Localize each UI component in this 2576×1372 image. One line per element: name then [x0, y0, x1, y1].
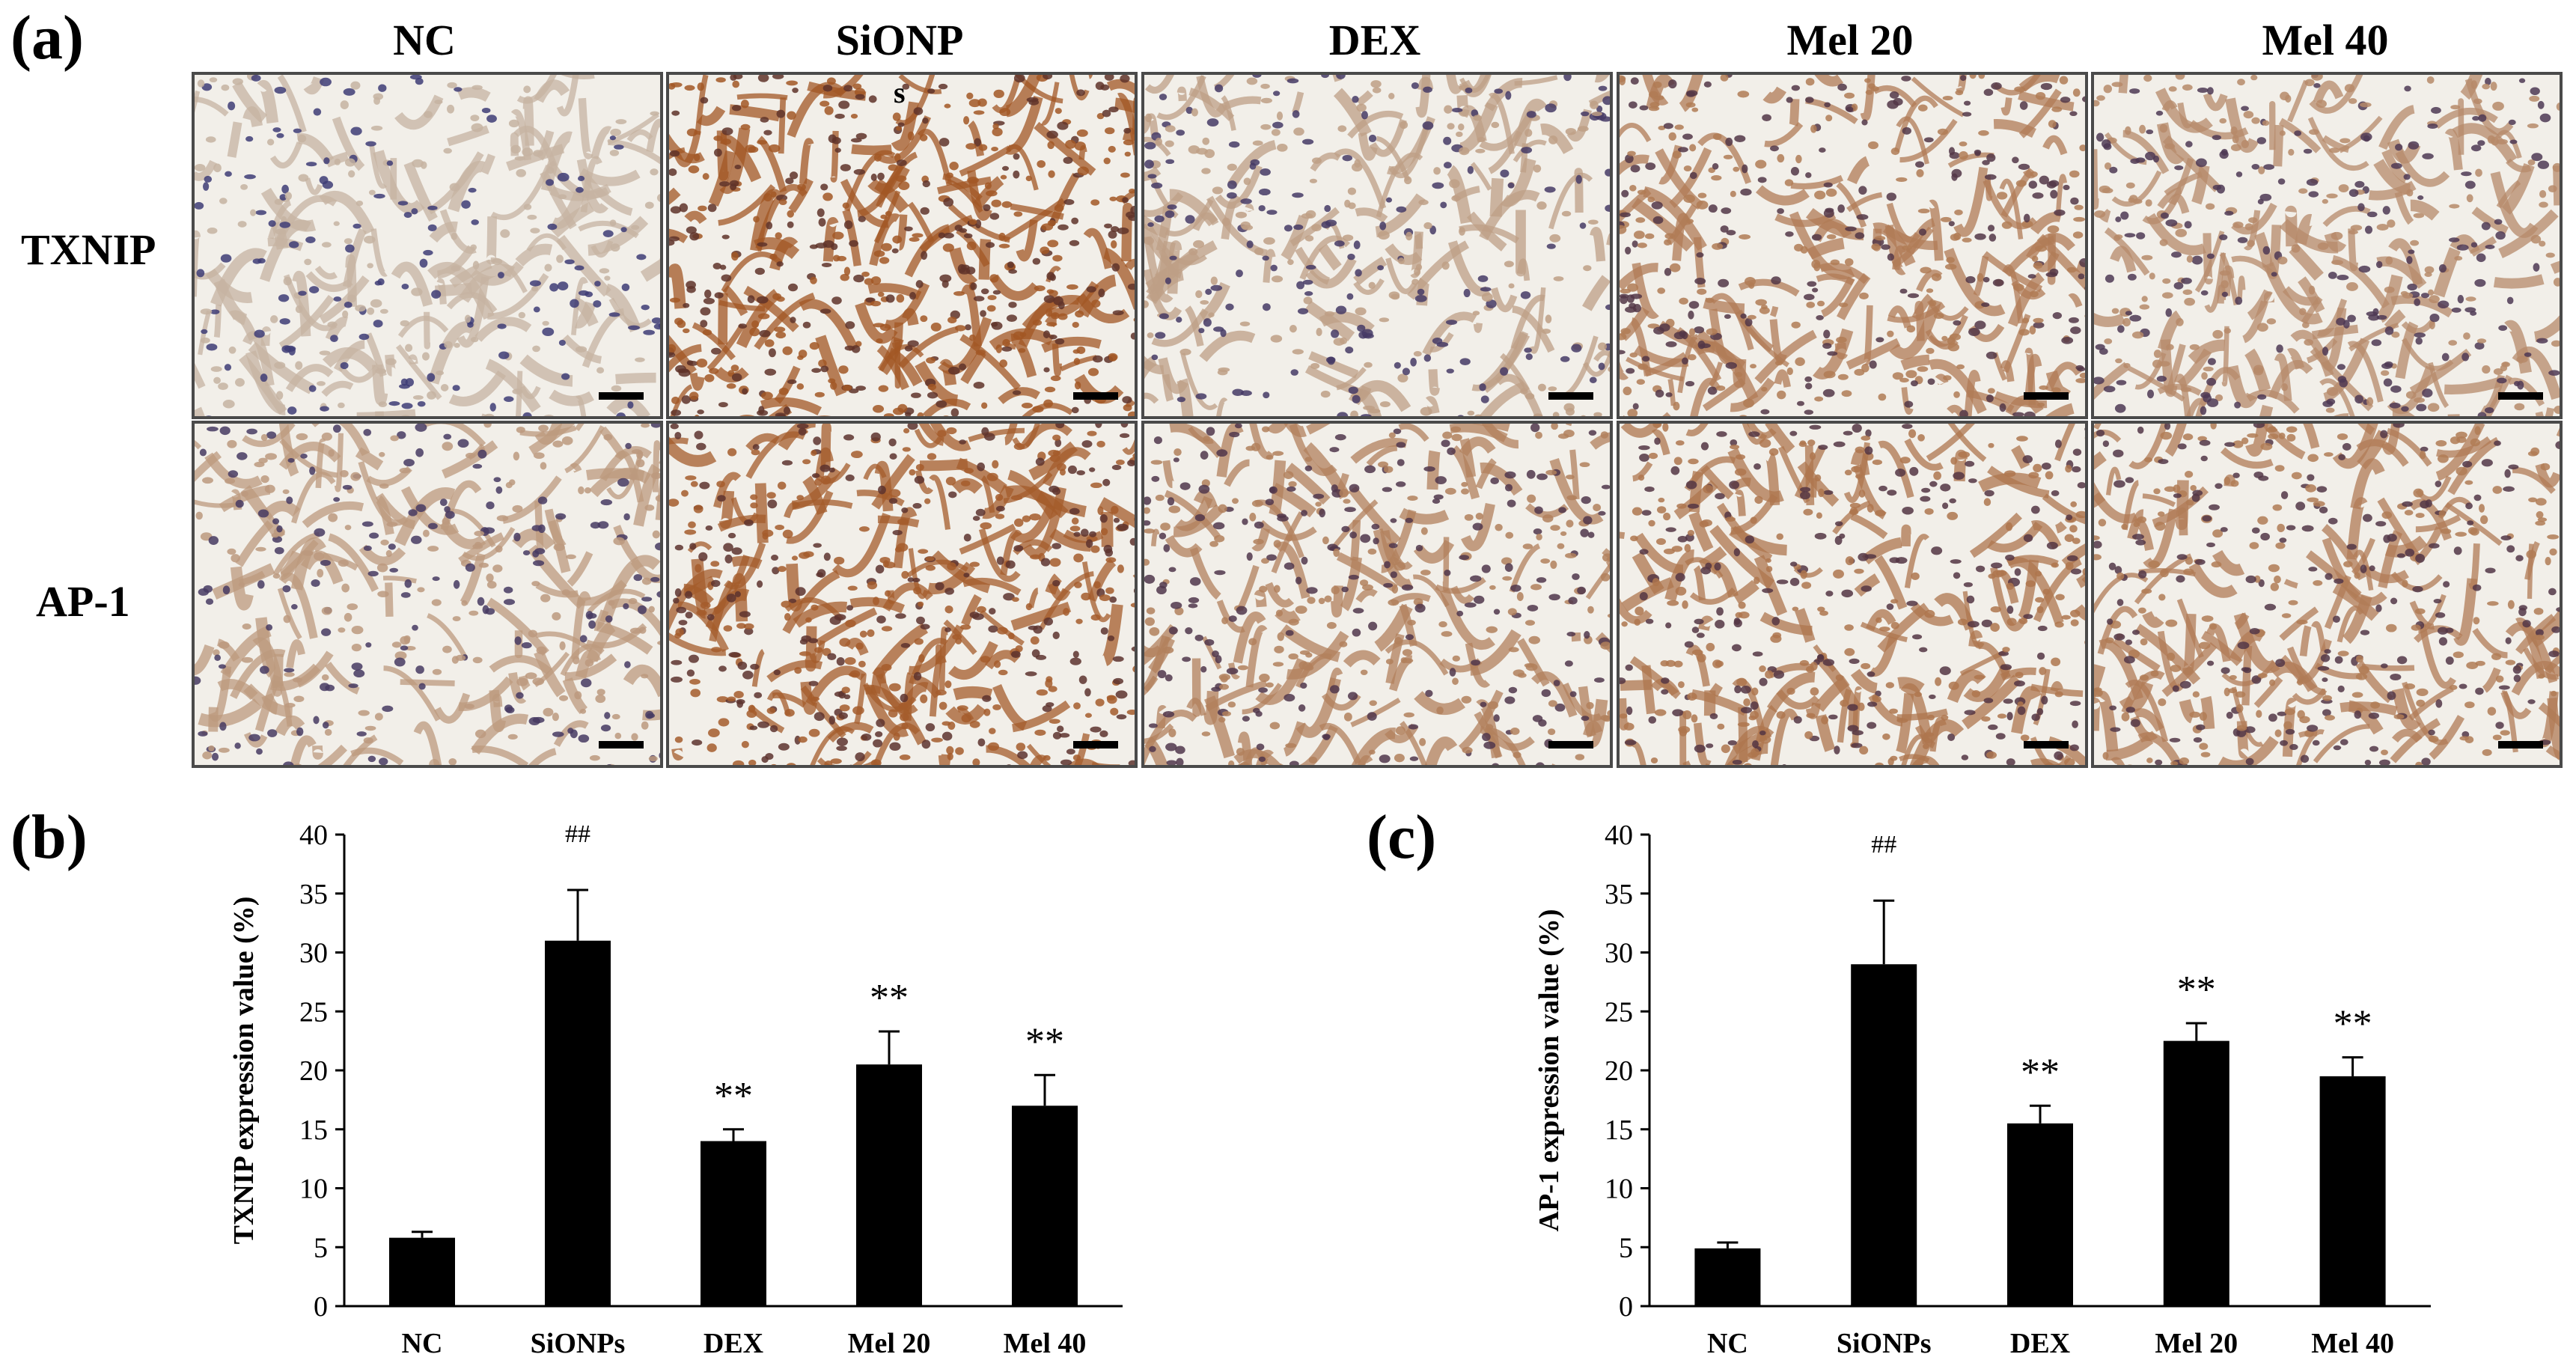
y-tick-label: 20: [299, 1055, 328, 1087]
column-header-dex: DEX: [1328, 16, 1421, 64]
y-tick-label: 10: [1605, 1174, 1633, 1205]
micrograph-ap1-sionp: [666, 421, 1138, 768]
y-tick-label: 15: [1605, 1115, 1633, 1146]
scale-bar: [2498, 392, 2543, 400]
bar-sionps: [1851, 964, 1917, 1306]
column-header-sionp: SiONP: [835, 16, 964, 64]
y-tick-label: 5: [314, 1232, 328, 1263]
y-tick-label: 40: [299, 820, 328, 851]
x-tick-label: Mel 20: [2155, 1328, 2238, 1359]
x-tick-label: SiONPs: [531, 1328, 626, 1359]
y-tick-label: 0: [1619, 1291, 1633, 1323]
column-header-mel20: Mel 20: [1786, 16, 1914, 64]
row-label-txnip: TXNIP: [21, 225, 156, 274]
y-tick-label: 40: [1605, 820, 1633, 851]
significance-annotation: **: [2177, 969, 2216, 1011]
micrograph-txnip-nc: [192, 72, 663, 419]
significance-annotation: ##: [565, 820, 590, 848]
micrograph-txnip-mel20: [1617, 72, 2088, 419]
micrograph-ap1-mel40: [2091, 421, 2563, 768]
x-tick-label: DEX: [2010, 1328, 2070, 1359]
x-tick-label: DEX: [703, 1328, 763, 1359]
bar-mel20: [2163, 1040, 2229, 1306]
y-axis-label: AP-1 expression value (%): [1533, 909, 1565, 1232]
column-header-nc: NC: [393, 16, 456, 64]
bar-dex: [701, 1141, 766, 1306]
bar-dex: [2007, 1123, 2073, 1306]
x-tick-label: NC: [1707, 1328, 1748, 1359]
scale-bar: [2498, 741, 2543, 748]
y-tick-label: 35: [299, 879, 328, 910]
panel-c-label: (c): [1367, 802, 1437, 872]
y-tick-label: 20: [1605, 1055, 1633, 1087]
micrograph-txnip-sionp: s: [666, 72, 1138, 419]
micrograph-ap1-nc: [192, 421, 663, 768]
significance-annotation: **: [714, 1075, 753, 1118]
significance-annotation: **: [2021, 1051, 2060, 1094]
scale-bar: [1548, 741, 1593, 748]
x-tick-label: Mel 40: [1004, 1328, 1087, 1359]
x-tick-label: Mel 20: [848, 1328, 931, 1359]
micrograph-txnip-dex: [1141, 72, 1613, 419]
scale-bar: [2024, 741, 2069, 748]
x-tick-label: NC: [402, 1328, 443, 1359]
significance-annotation: **: [1025, 1020, 1064, 1063]
bar-mel40: [2319, 1076, 2386, 1306]
bar-sionps: [545, 940, 611, 1306]
scale-bar: [1073, 741, 1118, 748]
bar-nc: [389, 1237, 455, 1306]
scale-bar: [599, 392, 644, 400]
significance-annotation: **: [870, 977, 909, 1019]
significance-annotation: **: [2334, 1003, 2372, 1046]
micrograph-txnip-mel40: [2091, 72, 2563, 419]
panel-b-label: (b): [10, 802, 88, 872]
micrograph-annotation: s: [894, 76, 906, 109]
bar-nc: [1694, 1248, 1761, 1306]
y-tick-label: 5: [1619, 1232, 1633, 1263]
y-tick-label: 30: [299, 938, 328, 969]
bar-mel40: [1012, 1106, 1078, 1306]
x-tick-label: Mel 40: [2311, 1328, 2394, 1359]
scale-bar: [2024, 392, 2069, 400]
y-tick-label: 30: [1605, 938, 1633, 969]
scale-bar: [1073, 392, 1118, 400]
bar-mel20: [856, 1064, 922, 1306]
y-tick-label: 25: [299, 996, 328, 1028]
x-tick-label: SiONPs: [1837, 1328, 1932, 1359]
y-tick-label: 35: [1605, 879, 1633, 910]
y-axis-label: TXNIP expression value (%): [228, 897, 260, 1245]
panel-a-label: (a): [10, 3, 84, 73]
micrograph-ap1-mel20: [1617, 421, 2088, 768]
micrograph-ap1-dex: [1141, 421, 1613, 768]
y-tick-label: 25: [1605, 996, 1633, 1028]
y-tick-label: 15: [299, 1115, 328, 1146]
y-tick-label: 10: [299, 1174, 328, 1205]
row-label-ap1: AP-1: [36, 577, 130, 626]
significance-annotation: ##: [1871, 831, 1896, 859]
y-tick-label: 0: [314, 1291, 328, 1323]
scale-bar: [599, 741, 644, 748]
column-header-mel40: Mel 40: [2262, 16, 2389, 64]
scale-bar: [1548, 392, 1593, 400]
